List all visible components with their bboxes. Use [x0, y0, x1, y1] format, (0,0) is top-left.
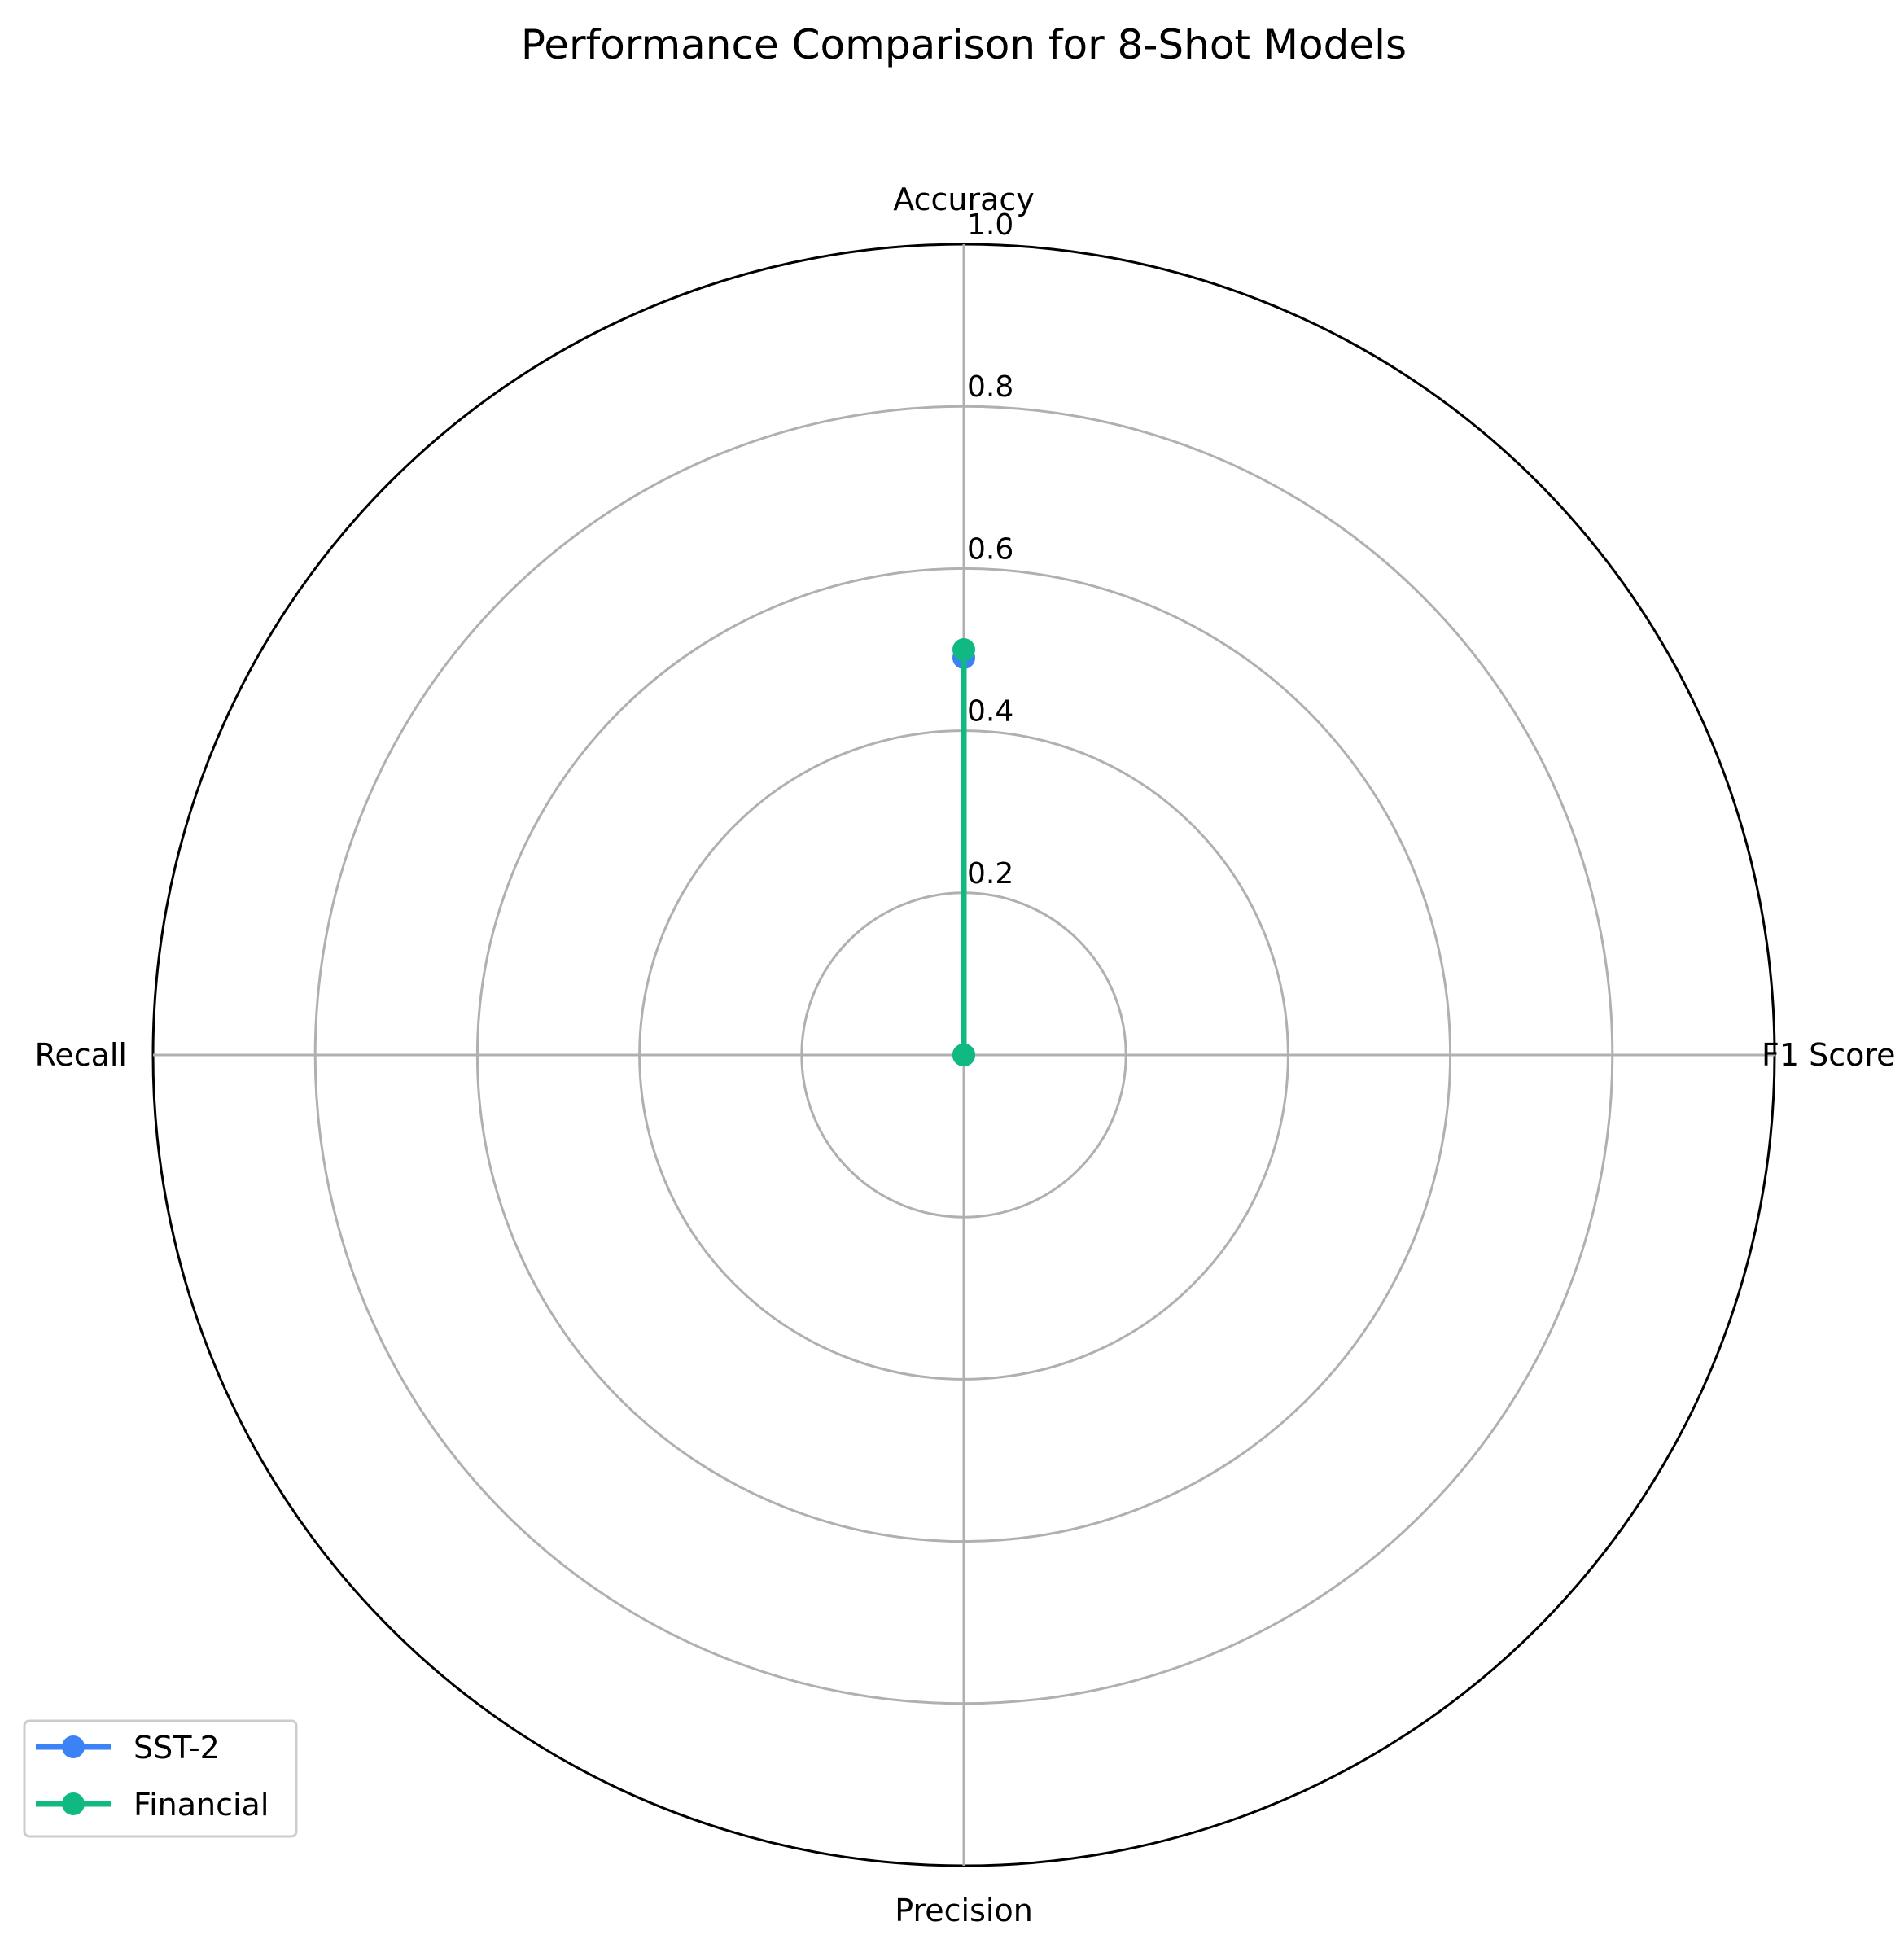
legend-marker-sst-2: [62, 1735, 85, 1758]
r-tick-label: 1.0: [967, 208, 1013, 242]
axis-label-precision: Precision: [895, 1893, 1033, 1928]
r-tick-label: 0.2: [967, 857, 1013, 891]
legend-label-financial: Financial: [133, 1787, 269, 1823]
r-tick-label: 0.6: [967, 532, 1013, 566]
axis-label-recall: Recall: [35, 1037, 127, 1073]
legend: SST-2 Financial: [23, 1719, 298, 1838]
r-tick-label: 0.8: [967, 370, 1013, 404]
legend-label-sst-2: SST-2: [133, 1730, 220, 1766]
radar-series: [952, 638, 975, 1066]
chart-title: Performance Comparison for 8-Shot Models: [521, 21, 1407, 68]
r-tick-label: 0.4: [967, 695, 1013, 729]
point-financial-accuracy: [952, 638, 975, 661]
point-financial-recall: [952, 1044, 975, 1066]
legend-marker-financial: [62, 1792, 85, 1815]
axis-label-f1-score: F1 Score: [1762, 1037, 1896, 1073]
axis-label-accuracy: Accuracy: [893, 182, 1035, 217]
